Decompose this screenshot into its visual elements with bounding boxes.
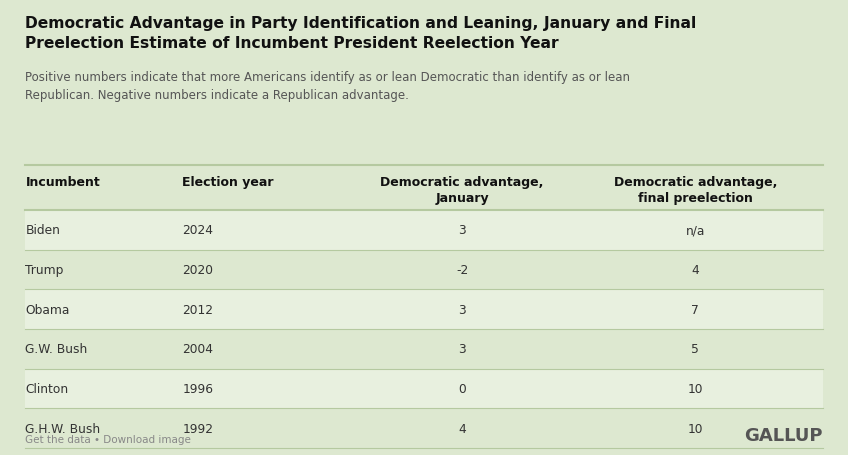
Text: Democratic Advantage in Party Identification and Leaning, January and Final
Pree: Democratic Advantage in Party Identifica… — [25, 16, 697, 51]
Text: Get the data • Download image: Get the data • Download image — [25, 434, 192, 444]
Text: Democratic advantage,
January: Democratic advantage, January — [381, 176, 544, 205]
Text: G.W. Bush: G.W. Bush — [25, 343, 87, 356]
FancyBboxPatch shape — [25, 409, 823, 448]
Text: 7: 7 — [691, 303, 700, 316]
Text: Election year: Election year — [182, 176, 274, 189]
FancyBboxPatch shape — [25, 166, 823, 211]
Text: 1992: 1992 — [182, 422, 214, 435]
Text: 4: 4 — [458, 422, 466, 435]
Text: 2024: 2024 — [182, 224, 214, 237]
FancyBboxPatch shape — [25, 329, 823, 369]
FancyBboxPatch shape — [25, 250, 823, 290]
Text: n/a: n/a — [686, 224, 705, 237]
Text: 3: 3 — [458, 224, 466, 237]
Text: Trump: Trump — [25, 263, 64, 277]
Text: Biden: Biden — [25, 224, 60, 237]
Text: 2020: 2020 — [182, 263, 214, 277]
Text: 10: 10 — [688, 382, 703, 395]
FancyBboxPatch shape — [25, 290, 823, 329]
Text: -2: -2 — [456, 263, 468, 277]
Text: 0: 0 — [458, 382, 466, 395]
Text: Clinton: Clinton — [25, 382, 69, 395]
Text: 2012: 2012 — [182, 303, 214, 316]
FancyBboxPatch shape — [25, 369, 823, 409]
Text: 10: 10 — [688, 422, 703, 435]
Text: GALLUP: GALLUP — [744, 426, 823, 444]
Text: 1996: 1996 — [182, 382, 214, 395]
Text: 2004: 2004 — [182, 343, 214, 356]
Text: 5: 5 — [691, 343, 700, 356]
Text: 3: 3 — [458, 343, 466, 356]
Text: Incumbent: Incumbent — [25, 176, 100, 189]
Text: Positive numbers indicate that more Americans identify as or lean Democratic tha: Positive numbers indicate that more Amer… — [25, 71, 630, 102]
FancyBboxPatch shape — [25, 211, 823, 250]
Text: G.H.W. Bush: G.H.W. Bush — [25, 422, 101, 435]
Text: 3: 3 — [458, 303, 466, 316]
Text: 4: 4 — [691, 263, 700, 277]
Text: Obama: Obama — [25, 303, 70, 316]
Text: Democratic advantage,
final preelection: Democratic advantage, final preelection — [614, 176, 777, 205]
